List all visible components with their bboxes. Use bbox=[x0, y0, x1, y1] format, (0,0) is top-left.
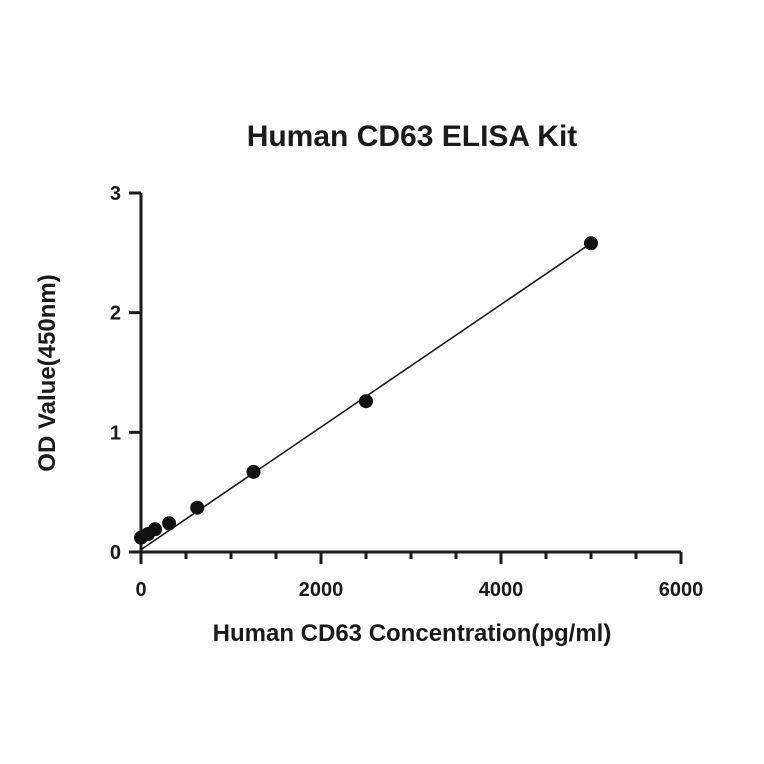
y-tick-label: 3 bbox=[110, 183, 121, 205]
data-point bbox=[246, 464, 261, 479]
data-point bbox=[190, 500, 205, 515]
y-tick-label: 0 bbox=[110, 542, 121, 564]
chart-title: Human CD63 ELISA Kit bbox=[247, 120, 578, 153]
points-layer bbox=[134, 236, 598, 545]
data-point bbox=[359, 394, 373, 409]
data-point bbox=[584, 236, 598, 251]
ticks-layer: 0 2000 4000 6000 0 1 2 3 bbox=[110, 183, 703, 601]
y-axis-label: OD Value(450nm) bbox=[34, 274, 61, 471]
y-tick-label: 2 bbox=[110, 303, 121, 325]
data-point bbox=[162, 516, 177, 531]
x-tick-label: 4000 bbox=[479, 579, 524, 601]
x-axis-label: Human CD63 Concentration(pg/ml) bbox=[213, 620, 612, 647]
x-tick-label: 2000 bbox=[299, 579, 344, 601]
x-tick-label: 6000 bbox=[659, 579, 704, 601]
y-tick-label: 1 bbox=[110, 422, 121, 444]
x-tick-label: 0 bbox=[135, 579, 146, 601]
data-point bbox=[148, 522, 163, 537]
